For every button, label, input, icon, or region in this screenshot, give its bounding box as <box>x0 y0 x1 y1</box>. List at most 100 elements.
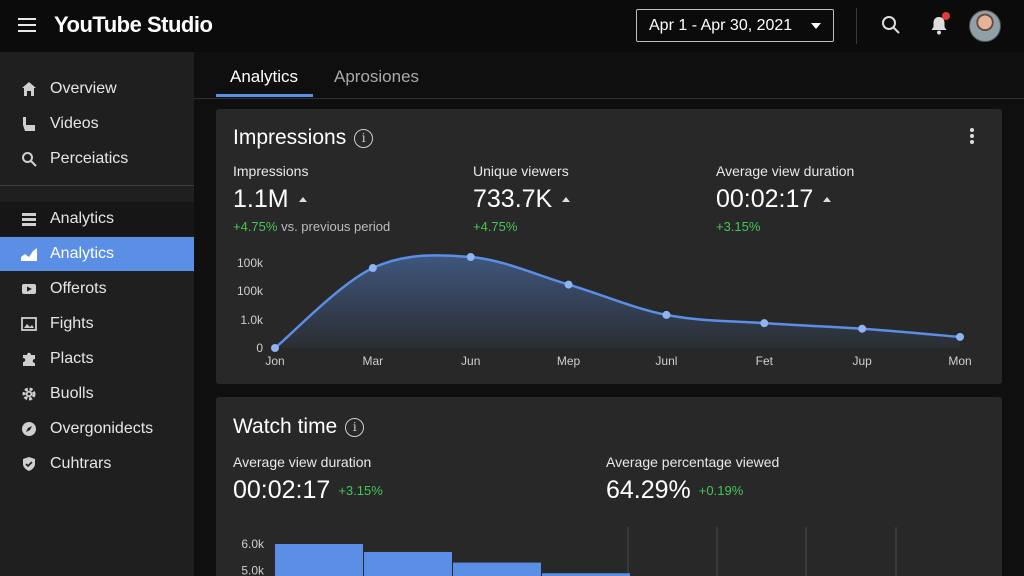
chart-point <box>564 280 573 289</box>
info-icon[interactable]: i <box>345 417 365 437</box>
trend-up-icon <box>823 197 832 202</box>
card-title: Impressions <box>233 126 347 149</box>
video-icon <box>20 280 38 298</box>
chart-point <box>271 344 279 352</box>
sidebar-item-label: Cuhtrars <box>50 455 112 472</box>
puzzle-icon <box>20 350 38 368</box>
sidebar-item-label: Overview <box>50 80 117 97</box>
metric-change: +3.15% <box>338 483 383 498</box>
metric-change: +3.15% <box>716 219 761 234</box>
metric-change-suffix: vs. previous period <box>277 219 391 234</box>
sidebar-item-label: Perceiatics <box>50 150 129 167</box>
metric-value: 00:02:17 <box>716 185 814 213</box>
shield-icon <box>20 455 38 473</box>
search-icon[interactable] <box>880 14 902 36</box>
sidebar-item-perceiatics[interactable]: Perceiatics <box>0 142 194 176</box>
active-tab-indicator <box>216 94 313 97</box>
x-tick-label: Mon <box>948 354 971 368</box>
sidebar-item-label: Placts <box>50 350 94 367</box>
sidebar-item-fights[interactable]: Fights <box>0 307 194 341</box>
chart-point <box>956 332 964 341</box>
sidebar-item-analytics-table[interactable]: Analytics <box>0 202 194 236</box>
sidebar-item-label: Overgonidects <box>50 420 154 437</box>
sidebar-item-label: Fights <box>50 315 94 332</box>
chart-bar <box>364 551 452 576</box>
notifications-bell-icon[interactable] <box>928 12 950 36</box>
gear-icon <box>20 385 38 403</box>
search-icon <box>20 150 38 168</box>
sidebar-item-offerots[interactable]: Offerots <box>0 272 194 306</box>
trend-up-icon <box>562 197 571 202</box>
trend-up-icon <box>298 197 307 202</box>
notification-badge <box>942 12 950 20</box>
x-tick-label: Jon <box>265 354 284 368</box>
metric-average-view-duration: Average view duration 00:02:17 +3.15% <box>233 454 383 505</box>
metric-unique-viewers: Unique viewers 733.7K +4.75% <box>473 163 571 234</box>
sidebar-item-overgonidects[interactable]: Overgonidects <box>0 412 194 446</box>
y-tick-label: 100k <box>237 284 264 298</box>
y-tick-label: 5.0k <box>241 564 265 576</box>
x-tick-label: Mar <box>363 354 384 368</box>
sidebar-item-placts[interactable]: Placts <box>0 342 194 376</box>
sidebar-item-label: Analytics <box>50 245 115 262</box>
x-tick-label: Junl <box>655 354 677 368</box>
tab-analytics[interactable]: Analytics <box>230 67 299 86</box>
sidebar-item-overview[interactable]: Overview <box>0 72 194 106</box>
card-title: Watch time <box>233 415 338 438</box>
date-range-picker[interactable]: Apr 1 - Apr 30, 2021 <box>636 9 834 42</box>
x-tick-label: Jup <box>852 354 872 368</box>
date-range-value: Apr 1 - Apr 30, 2021 <box>649 16 793 34</box>
home-icon <box>20 80 38 98</box>
tab-aprosiones[interactable]: Aprosiones <box>334 67 420 86</box>
metric-change: +4.75% <box>473 219 518 234</box>
sidebar-item-label: Analytics <box>50 210 115 227</box>
sidebar-item-analytics[interactable]: Analytics <box>0 237 194 271</box>
sidebar: Overview Videos Perceiatics Analytics An… <box>0 52 194 576</box>
impressions-area-chart: 0 1.0k 100k 100k Jon Mar Jun Mep Junl Fet Jup Mon <box>237 253 972 368</box>
hamburger-menu-icon[interactable] <box>18 18 36 32</box>
sidebar-item-buolls[interactable]: Buolls <box>0 377 194 411</box>
x-tick-label: Jun <box>461 354 480 368</box>
info-icon[interactable]: i <box>354 128 374 148</box>
metric-label: Average view duration <box>233 454 372 470</box>
impressions-card-header: Impressions i <box>233 126 374 150</box>
sidebar-item-label: Videos <box>50 115 99 132</box>
impressions-card: Impressions i Impressions 1.1M +4.75% vs… <box>216 109 1002 384</box>
metric-change: +4.75% <box>233 219 278 234</box>
image-icon <box>20 315 38 333</box>
y-tick-label: 1.0k <box>240 313 264 327</box>
sidebar-divider <box>0 185 194 186</box>
more-options-icon[interactable] <box>970 128 974 146</box>
compass-icon <box>20 420 38 438</box>
table-icon <box>20 210 38 228</box>
chart-point <box>662 310 671 319</box>
metric-value: 733.7K <box>473 185 553 213</box>
metric-label: Average percentage viewed <box>606 454 780 470</box>
chart-point <box>858 324 867 333</box>
metric-value: 64.29% <box>606 476 691 504</box>
x-tick-label: Mep <box>557 354 581 368</box>
tab-bar: Analytics Aprosiones <box>194 52 1024 99</box>
sidebar-item-label: Offerots <box>50 280 107 297</box>
caret-down-icon <box>811 22 821 29</box>
y-tick-label: 100k <box>237 256 264 270</box>
metric-impressions: Impressions 1.1M +4.75% vs. previous per… <box>233 163 390 234</box>
y-tick-label: 0 <box>256 341 263 355</box>
top-bar: YouTube Studio Apr 1 - Apr 30, 2021 <box>0 0 1024 52</box>
videos-icon <box>20 115 38 133</box>
x-tick-label: Fet <box>756 354 774 368</box>
metric-value: 00:02:17 <box>233 476 331 504</box>
metric-value: 1.1M <box>233 185 289 213</box>
sidebar-item-cuhtrars[interactable]: Cuhtrars <box>0 447 194 481</box>
chart-bar <box>453 562 541 576</box>
analytics-icon <box>20 245 38 263</box>
metric-change: +0.19% <box>698 483 744 498</box>
sidebar-item-label: Buolls <box>50 385 94 402</box>
avatar[interactable] <box>969 10 1001 42</box>
chart-point <box>466 253 475 261</box>
y-tick-label: 6.0k <box>241 537 265 551</box>
app-logo[interactable]: YouTube Studio <box>54 12 213 37</box>
chart-point <box>368 264 377 273</box>
metric-average-percentage-viewed: Average percentage viewed 64.29% +0.19% <box>606 454 779 505</box>
sidebar-item-videos[interactable]: Videos <box>0 107 194 141</box>
